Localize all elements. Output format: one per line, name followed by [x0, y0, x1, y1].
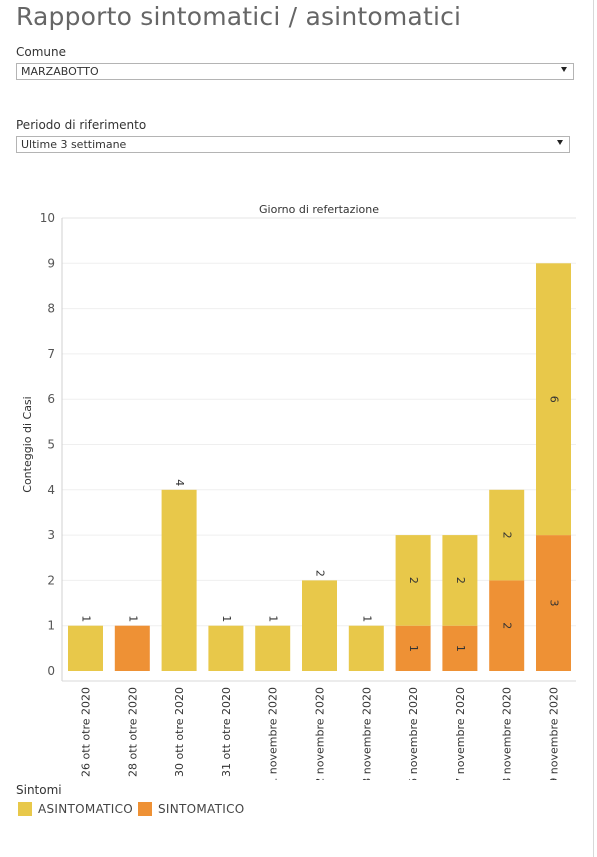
x-tick-label: 1 novembre 2020: [267, 687, 280, 780]
y-tick-label: 1: [47, 619, 55, 633]
data-label: 2: [454, 577, 467, 584]
bar-asintomatico: [208, 625, 244, 671]
x-tick-label: 7 novembre 2020: [454, 687, 467, 780]
chevron-down-icon[interactable]: [561, 67, 567, 72]
bar-asintomatico: [348, 625, 384, 671]
bar-asintomatico: [489, 489, 525, 581]
x-tick-label: 31 ott otre 2020: [220, 687, 233, 777]
comune-value: MARZABOTTO: [21, 65, 99, 78]
chevron-down-icon[interactable]: [557, 140, 563, 145]
x-tick-label: 2 novembre 2020: [314, 687, 327, 780]
bar-asintomatico: [161, 489, 197, 671]
bar-asintomatico: [536, 263, 571, 536]
x-tick-label: 5 novembre 2020: [407, 687, 420, 780]
x-tick-label: 9 novembre 2020: [548, 687, 561, 780]
bar-chart: Giorno di refertazione 0 1 2 3 4 5 6 7 8 9 10 Conteg…: [21, 203, 576, 780]
bar-sintomatico: [395, 625, 431, 671]
y-tick-label: 7: [47, 347, 55, 361]
x-tick-label: 28 ott otre 2020: [126, 687, 139, 777]
right-border: [593, 0, 594, 857]
y-tick-label: 0: [47, 664, 55, 678]
legend-swatch-sintomatico: [138, 802, 152, 816]
y-tick-label: 10: [40, 211, 55, 225]
y-tick-label: 4: [47, 483, 55, 497]
bar-sintomatico: [442, 625, 478, 671]
data-label: 2: [501, 532, 514, 539]
x-tick-label: 3 novembre 2020: [360, 687, 373, 780]
data-label: 6: [548, 396, 561, 403]
x-tick-label: 26 ott otre 2020: [80, 687, 93, 777]
comune-label: Comune: [16, 45, 67, 59]
bar-asintomatico: [395, 535, 431, 626]
data-label: 1: [407, 645, 420, 652]
data-label: 1: [454, 645, 467, 652]
bar-asintomatico: [302, 580, 337, 671]
legend-swatch-asintomatico: [18, 802, 32, 816]
bar-asintomatico: [255, 625, 291, 671]
data-label: 1: [360, 615, 373, 622]
y-tick-label: 3: [47, 528, 55, 542]
legend-title: Sintomi: [16, 783, 62, 797]
data-label: 2: [501, 622, 514, 629]
legend-label: SINTOMATICO: [158, 802, 245, 816]
data-label: 1: [126, 615, 139, 622]
data-label: 2: [407, 577, 420, 584]
legend-label: ASINTOMATICO: [38, 802, 134, 816]
data-label: 4: [173, 479, 186, 486]
periodo-select[interactable]: Ultime 3 settimane: [16, 136, 570, 153]
bar-sintomatico: [489, 580, 525, 671]
y-tick-label: 8: [47, 302, 55, 316]
data-label: 1: [267, 615, 280, 622]
periodo-label: Periodo di riferimento: [16, 118, 147, 132]
data-label: 1: [80, 615, 93, 622]
page-title: Rapporto sintomatici / asintomatici: [16, 2, 462, 31]
y-tick-label: 5: [47, 438, 55, 452]
bar-asintomatico: [442, 535, 478, 626]
data-label: 3: [548, 600, 561, 607]
x-tick-label: 8 novembre 2020: [501, 687, 514, 780]
data-label: 1: [220, 615, 233, 622]
bar-asintomatico: [68, 625, 103, 671]
chart-title: Giorno di refertazione: [259, 203, 379, 216]
x-tick-label: 30 ott otre 2020: [173, 687, 186, 777]
data-label: 2: [314, 570, 327, 577]
y-tick-label: 9: [47, 256, 55, 270]
y-tick-label: 6: [47, 392, 55, 406]
y-axis-label: Conteggio di Casi: [21, 396, 34, 492]
bar-sintomatico: [114, 625, 150, 671]
comune-select[interactable]: MARZABOTTO: [16, 63, 574, 80]
y-tick-label: 2: [47, 573, 55, 587]
bar-sintomatico: [536, 535, 571, 671]
periodo-value: Ultime 3 settimane: [21, 138, 127, 151]
